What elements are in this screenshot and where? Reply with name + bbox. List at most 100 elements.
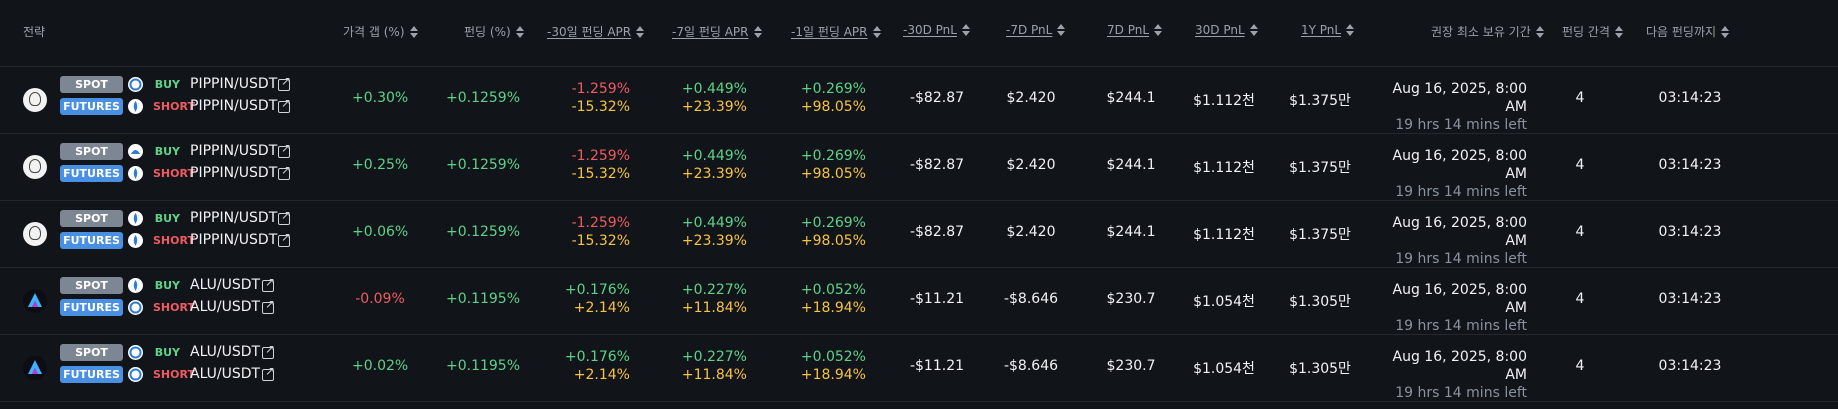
apr30-annual: -15.32% — [571, 233, 630, 249]
table-row[interactable]: SPOT FUTURES BUY SHORT PIPPIN/USDT PIPPIN/USD… — [0, 66, 1838, 134]
header-apr7[interactable]: -7일 펀딩 APR — [672, 23, 762, 40]
apr30-annual: +2.14% — [573, 367, 630, 383]
apr7: +0.449% +23.39% — [675, 147, 747, 183]
spot-pair-link[interactable]: PIPPIN/USDT — [190, 76, 278, 92]
table-row[interactable]: SPOTFUTURESBUYSHORTALU/USDTALU/USDT-0.09… — [0, 267, 1838, 335]
futures-pair-link[interactable]: PIPPIN/USDT — [190, 232, 278, 248]
spot-tag: SPOT — [60, 277, 123, 294]
apr1-annual: +18.94% — [800, 367, 866, 383]
funding-interval: 4 — [1575, 291, 1585, 307]
sort-icon — [961, 24, 970, 36]
header-y1[interactable]: 1Y PnL — [1301, 23, 1355, 37]
spot-pair-link[interactable]: PIPPIN/USDT — [190, 143, 278, 159]
spot-tag: SPOT — [60, 210, 123, 227]
futures-tag: FUTURES — [60, 366, 123, 383]
pnl-30d-past: -$82.87 — [909, 224, 965, 240]
header-hold[interactable]: 권장 최소 보유 기간 — [1431, 23, 1544, 40]
spot-pair-link[interactable]: PIPPIN/USDT — [190, 210, 278, 226]
price-gap: +0.02% — [352, 358, 409, 374]
hold-date: Aug 16, 2025, 8:00 AM — [1392, 215, 1527, 249]
apr1: +0.269% +98.05% — [790, 214, 866, 250]
header-f30[interactable]: 30D PnL — [1195, 23, 1258, 37]
buy-label: BUY — [154, 346, 180, 359]
pnl-30d-past: -$82.87 — [909, 157, 965, 173]
exchange-b-icon — [128, 211, 143, 226]
hold-date: Aug 16, 2025, 8:00 AM — [1392, 349, 1527, 383]
funding-rate: +0.1195% — [446, 358, 521, 374]
external-link-icon[interactable] — [262, 275, 275, 292]
sort-icon — [872, 25, 881, 38]
apr7-annual: +11.84% — [681, 300, 747, 316]
apr7-annual: +23.39% — [681, 99, 747, 115]
pnl-30d-past: -$82.87 — [909, 90, 965, 106]
hold-date: Aug 16, 2025, 8:00 AM — [1392, 148, 1527, 182]
funding-interval: 4 — [1575, 90, 1585, 106]
futures-tag: FUTURES — [60, 98, 123, 115]
apr7-rate: +0.449% — [681, 148, 747, 164]
header-pnl7[interactable]: -7D PnL — [1006, 23, 1066, 37]
exchange-b-icon — [128, 99, 143, 114]
external-link-icon[interactable] — [278, 163, 291, 180]
sort-icon — [1249, 24, 1258, 36]
apr1-annual: +98.05% — [800, 166, 866, 182]
futures-pair-link[interactable]: ALU/USDT — [190, 366, 261, 382]
apr1-annual: +98.05% — [800, 233, 866, 249]
spot-pair-link[interactable]: ALU/USDT — [190, 344, 261, 360]
table-row[interactable]: SPOT FUTURES BUY SHORT PIPPIN/USDT PIPPIN/USD… — [0, 200, 1838, 268]
hold-period: Aug 16, 2025, 8:00 AM 19 hrs 14 mins left — [1380, 334, 1527, 401]
exchange-a-icon — [128, 345, 143, 360]
external-link-icon[interactable] — [262, 297, 275, 314]
pnl-7d: $230.7 — [1106, 358, 1156, 374]
pnl-7d-past: $2.420 — [1006, 157, 1056, 173]
header-next[interactable]: 다음 펀딩까지 — [1646, 23, 1730, 40]
external-link-icon[interactable] — [278, 74, 291, 91]
apr30: +0.176% +2.14% — [560, 348, 630, 384]
apr30: -1.259% -15.32% — [560, 214, 630, 250]
exchange-a-icon — [128, 367, 143, 382]
pnl-30d-past: -$11.21 — [909, 291, 965, 307]
header-apr1[interactable]: -1일 펀딩 APR — [791, 23, 881, 40]
external-link-icon[interactable] — [262, 342, 275, 359]
external-link-icon[interactable] — [262, 364, 275, 381]
buy-label: BUY — [154, 279, 180, 292]
table-row[interactable]: SPOTFUTURESBUYSHORTALU/USDTALU/USDT+0.02… — [0, 334, 1838, 402]
pnl-1y: $1.375만 — [1289, 227, 1351, 243]
external-link-icon[interactable] — [278, 208, 291, 225]
header-interval[interactable]: 펀딩 간격 — [1562, 23, 1623, 40]
hold-date: Aug 16, 2025, 8:00 AM — [1392, 282, 1527, 316]
apr7-rate: +0.227% — [681, 349, 747, 365]
external-link-icon[interactable] — [278, 96, 291, 113]
sort-icon — [515, 25, 524, 38]
pnl-30d: $1.112천 — [1193, 93, 1255, 109]
futures-pair-link[interactable]: PIPPIN/USDT — [190, 98, 278, 114]
apr7-annual: +11.84% — [681, 367, 747, 383]
header-price-gap[interactable]: 가격 갭 (%) — [343, 23, 418, 40]
futures-pair-link[interactable]: ALU/USDT — [190, 299, 261, 315]
external-link-icon[interactable] — [278, 230, 291, 247]
pnl-30d: $1.054천 — [1193, 361, 1255, 377]
pnl-30d-past: -$11.21 — [909, 358, 965, 374]
pnl-7d: $244.1 — [1106, 90, 1156, 106]
header-apr30[interactable]: -30일 펀딩 APR — [547, 23, 645, 40]
header-funding[interactable]: 펀딩 (%) — [464, 23, 524, 40]
pnl-30d: $1.112천 — [1193, 227, 1255, 243]
pnl-7d: $244.1 — [1106, 157, 1156, 173]
pippin-logo — [23, 222, 47, 246]
funding-interval: 4 — [1575, 157, 1585, 173]
hold-remaining: 19 hrs 14 mins left — [1395, 318, 1527, 334]
external-link-icon[interactable] — [278, 141, 291, 158]
hold-remaining: 19 hrs 14 mins left — [1395, 184, 1527, 200]
exchange-c-icon — [128, 144, 143, 159]
futures-pair-link[interactable]: PIPPIN/USDT — [190, 165, 278, 181]
short-label: SHORT — [153, 100, 195, 113]
buy-label: BUY — [154, 78, 180, 91]
header-pnl30[interactable]: -30D PnL — [903, 23, 970, 37]
apr1: +0.269% +98.05% — [790, 80, 866, 116]
pnl-1y: $1.305만 — [1289, 361, 1351, 377]
spot-pair-link[interactable]: ALU/USDT — [190, 277, 261, 293]
hold-period: Aug 16, 2025, 8:00 AM 19 hrs 14 mins left — [1380, 267, 1527, 334]
header-f7[interactable]: 7D PnL — [1107, 23, 1163, 37]
table-row[interactable]: SPOT FUTURES BUY SHORT PIPPIN/USDT PIPPIN/USD… — [0, 133, 1838, 201]
spot-tag: SPOT — [60, 76, 123, 93]
pnl-1y: $1.375만 — [1289, 93, 1351, 109]
